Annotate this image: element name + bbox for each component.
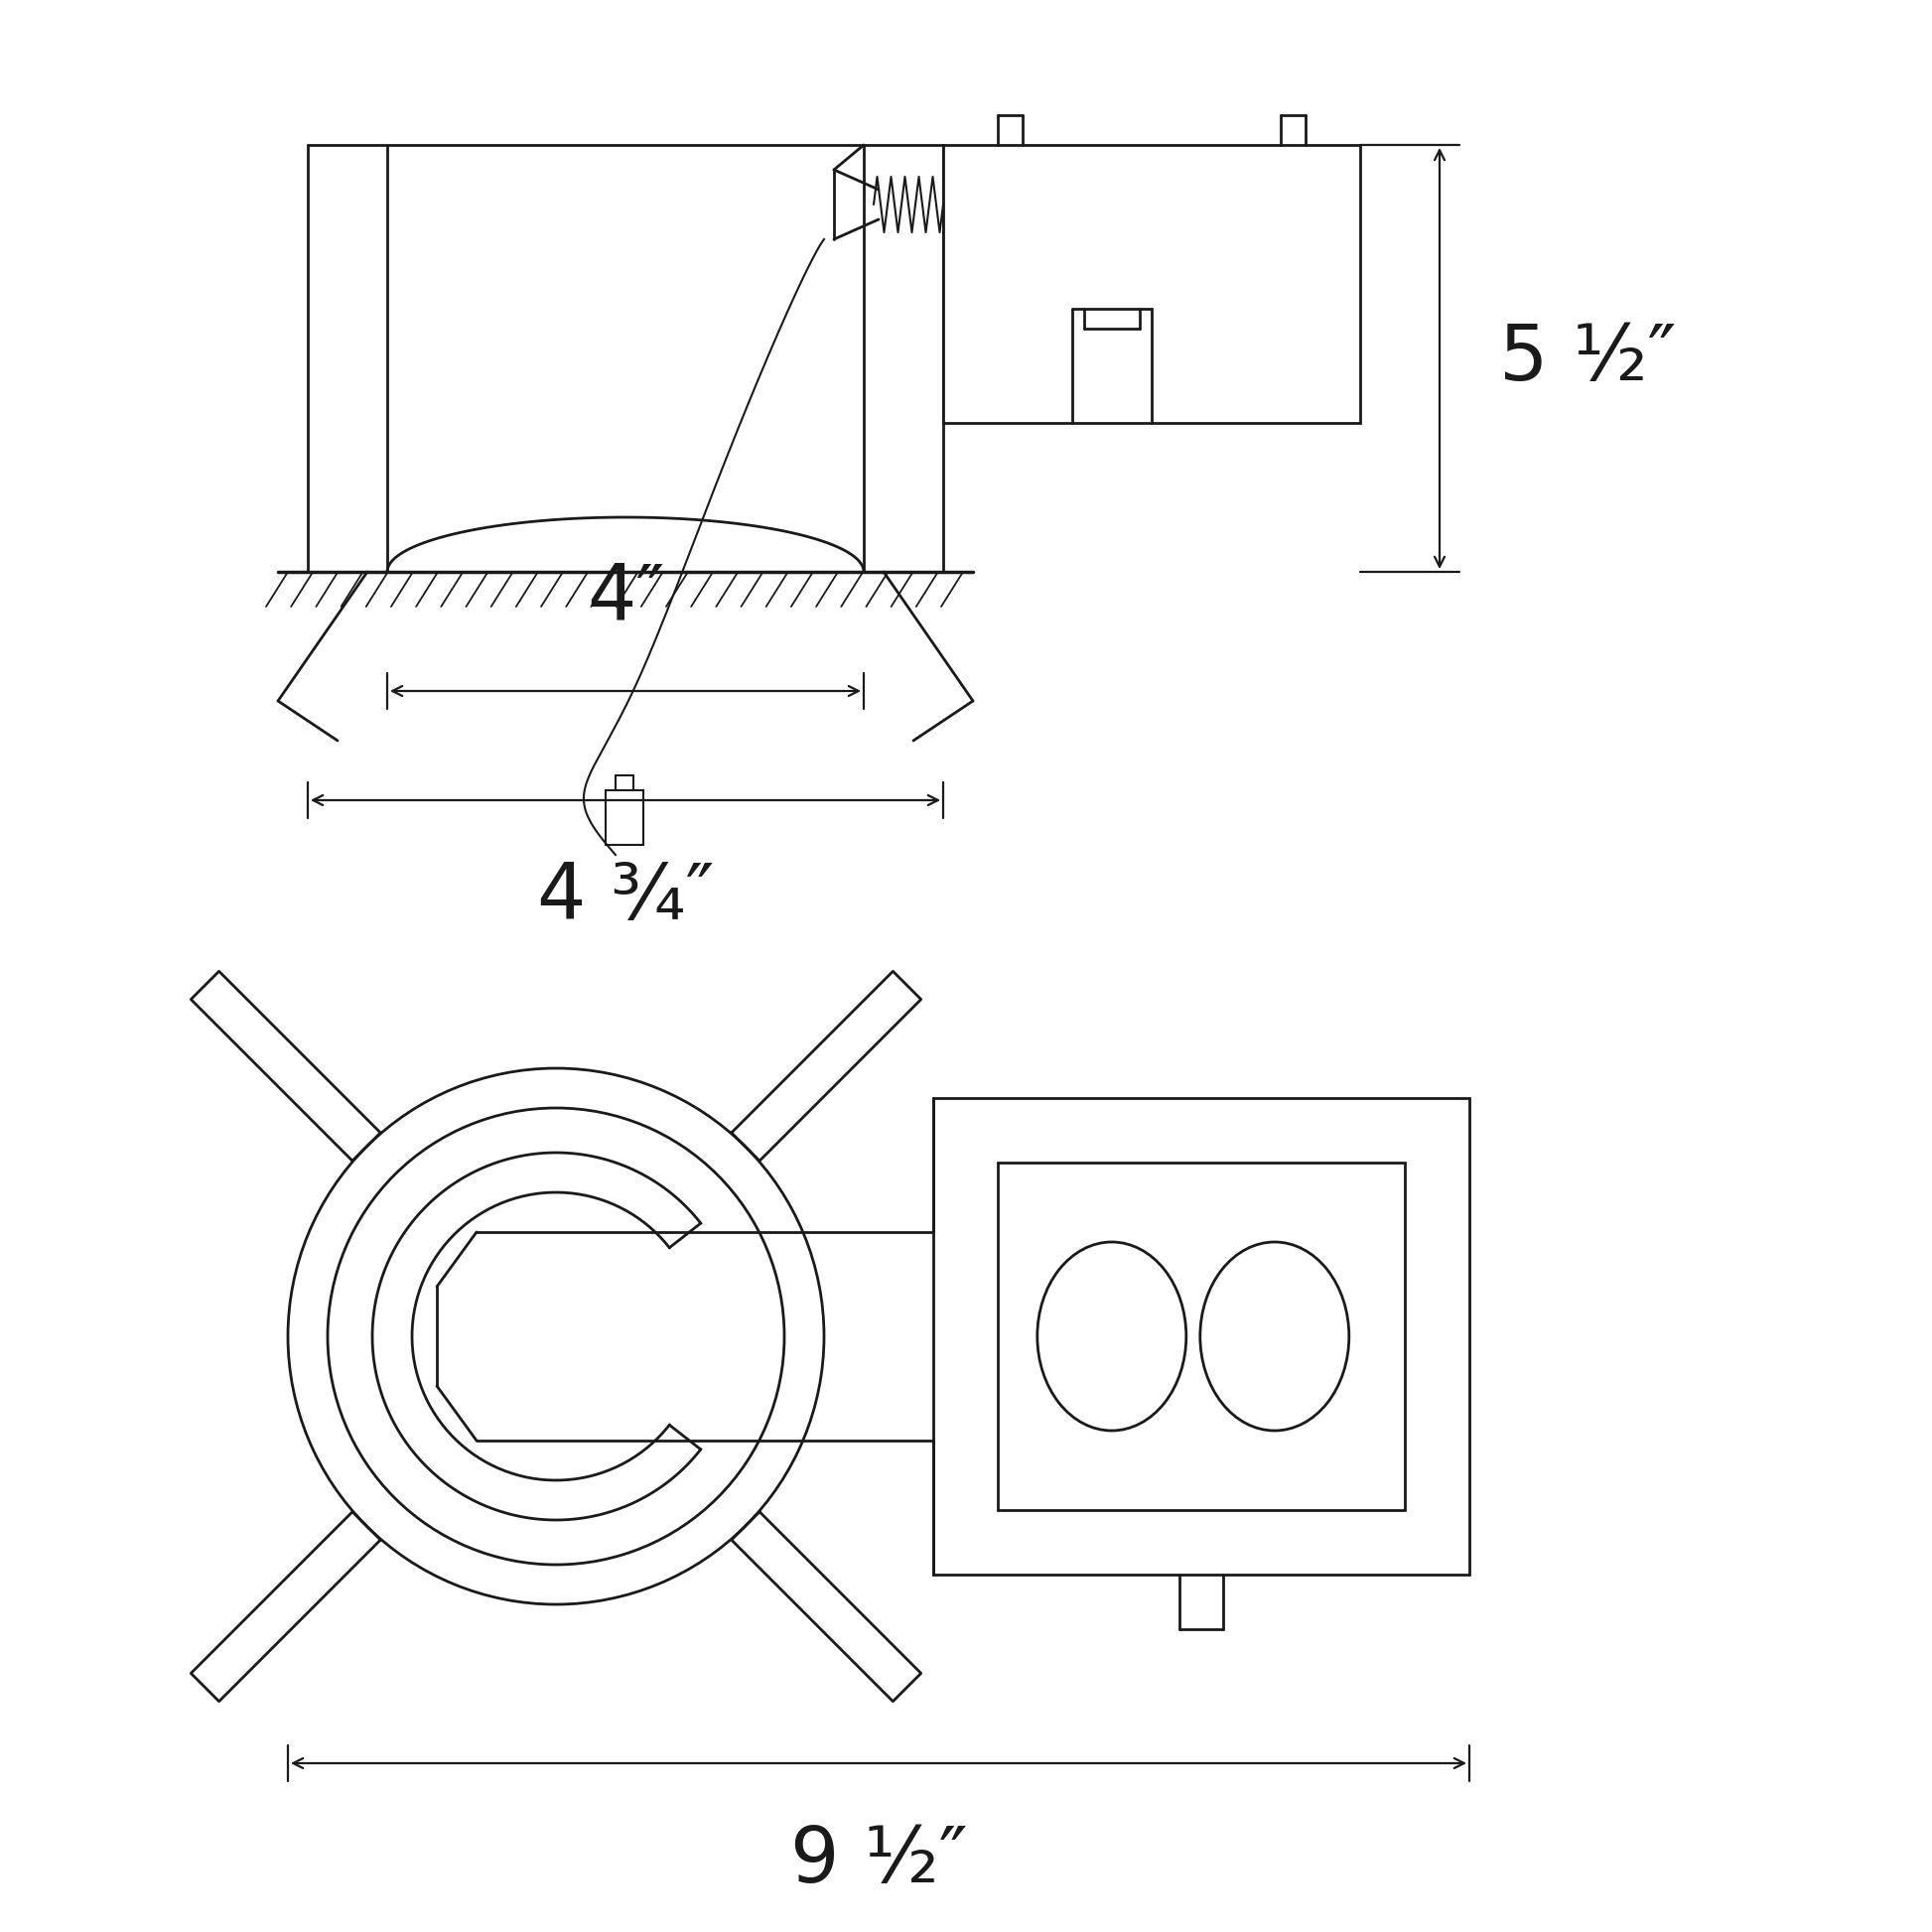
Text: 5 ½″: 5 ½″ [1499,321,1677,396]
Bar [605,790,643,844]
Bar [933,1097,1470,1575]
Text: 4″: 4″ [587,560,665,636]
Text: 4 ¾″: 4 ¾″ [537,860,715,935]
Text: 9 ½″: 9 ½″ [790,1822,968,1899]
Bar [997,1163,1405,1511]
Bar [943,145,1360,423]
